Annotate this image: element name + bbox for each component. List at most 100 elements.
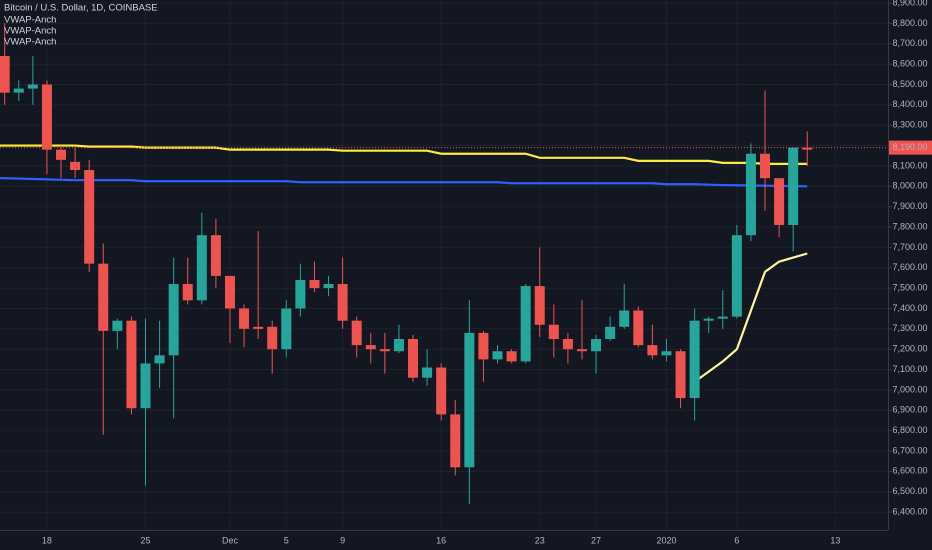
- candle-body: [295, 279, 306, 309]
- legend-entry: VWAP-Anch: [4, 15, 56, 26]
- y-tick-label: 8,800.00: [892, 18, 927, 28]
- x-tick-label: 18: [42, 535, 52, 545]
- y-tick-label: 8,400.00: [892, 99, 927, 109]
- y-tick-label: 8,900.00: [892, 0, 927, 7]
- candle-body: [422, 367, 433, 378]
- chart-title: Bitcoin / U.S. Dollar, 1D, COINBASE: [4, 3, 158, 14]
- x-tick-label: 13: [830, 535, 840, 545]
- candle-body: [210, 235, 221, 276]
- candle-body: [182, 284, 193, 301]
- candle-body: [309, 279, 320, 289]
- legend-entry: VWAP-Anch: [4, 26, 56, 37]
- candle-body: [717, 316, 728, 319]
- candle-body: [492, 351, 503, 360]
- candle-body: [98, 263, 109, 331]
- candle-body: [689, 320, 700, 399]
- candle-body: [267, 326, 278, 350]
- candle-body: [520, 286, 531, 362]
- candle-body: [196, 235, 207, 301]
- axes: 6,400.00 6,500.00 6,600.00 6,700.00 6,800.00…: [42, 0, 928, 545]
- y-tick-label: 7,300.00: [892, 323, 927, 333]
- last-price-label: 8,190.00: [892, 142, 927, 152]
- y-tick-label: 8,700.00: [892, 38, 927, 48]
- candle-body: [802, 147, 813, 150]
- candle-body: [140, 363, 151, 409]
- candle-body: [478, 332, 489, 360]
- candle-body: [323, 284, 334, 289]
- candle-body: [534, 286, 545, 325]
- candle-body: [788, 147, 799, 225]
- candle-body: [731, 235, 742, 317]
- candle-body: [112, 320, 123, 331]
- y-tick-label: 8,500.00: [892, 79, 927, 89]
- x-tick-label: 2020: [656, 535, 676, 545]
- candle-body: [760, 153, 771, 179]
- candle-body: [27, 84, 38, 89]
- x-tick-label: Dec: [222, 535, 239, 545]
- vwap-line: [0, 144, 808, 166]
- legend-entry: VWAP-Anch: [4, 37, 56, 48]
- candle-body: [591, 339, 602, 352]
- candle-body: [13, 88, 24, 93]
- candle-body: [774, 178, 785, 225]
- candle-body: [41, 84, 52, 150]
- y-tick-label: 6,700.00: [892, 445, 927, 455]
- candle-body: [506, 351, 517, 362]
- candle-body: [337, 284, 348, 321]
- y-tick-label: 8,300.00: [892, 120, 927, 130]
- y-tick-label: 7,400.00: [892, 303, 927, 313]
- y-tick-label: 7,500.00: [892, 282, 927, 292]
- x-tick-label: 25: [140, 535, 150, 545]
- y-tick-label: 6,800.00: [892, 425, 927, 435]
- x-tick-label: 5: [284, 535, 289, 545]
- candle-body: [84, 170, 95, 264]
- x-tick-label: 6: [734, 535, 739, 545]
- y-tick-label: 7,600.00: [892, 262, 927, 272]
- y-tick-label: 8,100.00: [892, 160, 927, 170]
- candle-body: [154, 355, 165, 364]
- candle-body: [379, 349, 390, 352]
- candle-body: [224, 275, 235, 309]
- x-tick-label: 16: [436, 535, 446, 545]
- candle-body: [450, 414, 461, 468]
- candle-body: [576, 349, 587, 352]
- y-tick-label: 7,000.00: [892, 384, 927, 394]
- y-tick-label: 6,900.00: [892, 405, 927, 415]
- candle-body: [745, 153, 756, 236]
- candle-body: [548, 324, 559, 340]
- x-tick-label: 9: [340, 535, 345, 545]
- candle-body: [351, 320, 362, 346]
- candle-body: [168, 284, 179, 356]
- y-tick-label: 7,100.00: [892, 364, 927, 374]
- vwap-line: [693, 252, 808, 383]
- candle-body: [703, 318, 714, 321]
- candle-body: [239, 308, 250, 329]
- y-tick-label: 7,700.00: [892, 242, 927, 252]
- candle-body: [56, 149, 67, 160]
- candle-body: [70, 161, 81, 171]
- candle-body: [675, 351, 686, 399]
- y-tick-label: 6,600.00: [892, 466, 927, 476]
- y-tick-label: 7,200.00: [892, 344, 927, 354]
- candle-body: [633, 310, 644, 346]
- candles: [0, 23, 813, 504]
- candle-body: [126, 320, 137, 409]
- y-tick-label: 7,800.00: [892, 221, 927, 231]
- candle-body: [619, 310, 630, 327]
- indicators: [0, 144, 808, 383]
- candle-body: [0, 55, 10, 93]
- candle-body: [393, 339, 404, 352]
- candle-body: [661, 351, 672, 356]
- candle-body: [464, 332, 475, 468]
- last-price-box: [889, 140, 932, 155]
- candle-body: [253, 326, 264, 329]
- candle-body: [408, 339, 419, 378]
- y-tick-label: 6,500.00: [892, 486, 927, 496]
- candle-body: [605, 326, 616, 340]
- y-tick-label: 8,000.00: [892, 181, 927, 191]
- y-tick-label: 6,400.00: [892, 506, 927, 516]
- candle-body: [281, 308, 292, 350]
